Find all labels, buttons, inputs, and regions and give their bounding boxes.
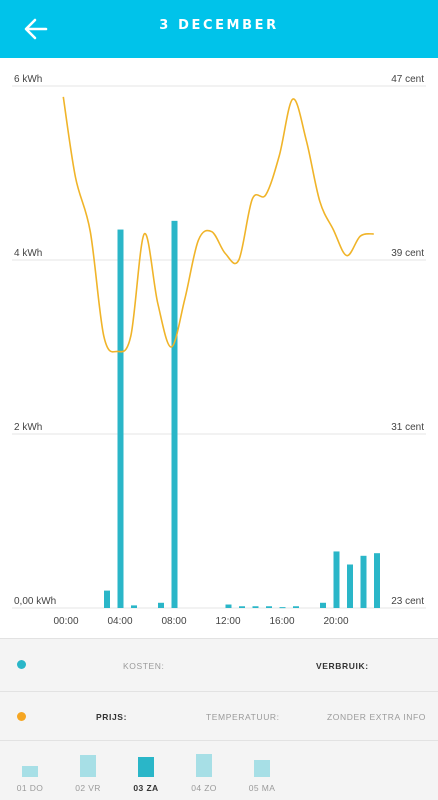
top-bar: 3 DECEMBER xyxy=(0,0,438,58)
y-left-tick-label: 0,00 kWh xyxy=(14,596,56,607)
arrow-left-icon[interactable] xyxy=(20,13,52,45)
day-label: 04 ZO xyxy=(191,783,217,793)
y-left-tick-label: 2 kWh xyxy=(14,422,42,433)
price-legend-dot xyxy=(17,712,26,721)
usage-bar xyxy=(266,606,272,608)
x-tick-label: 20:00 xyxy=(323,616,348,627)
chart-svg: 0,00 kWh 23 cent 2 kWh 31 cent 4 kWh 39 cent 6… xyxy=(12,74,426,627)
x-tick-label: 16:00 xyxy=(269,616,294,627)
legend-row-usage[interactable]: KOSTEN: VERBRUIK: xyxy=(0,638,438,691)
usage-bar xyxy=(225,604,232,608)
price-line xyxy=(62,96,374,353)
y-right-tick-label: 31 cent xyxy=(391,422,424,433)
energy-chart[interactable]: 0,00 kWh 23 cent 2 kWh 31 cent 4 kWh 39 cent 6… xyxy=(0,58,438,638)
legend-row-overlay[interactable]: PRIJS: TEMPERATUUR: ZONDER EXTRA INFO xyxy=(0,691,438,740)
y-right-tick-label: 23 cent xyxy=(391,596,424,607)
verbruik-option[interactable]: VERBRUIK: xyxy=(316,661,369,671)
temperatuur-option[interactable]: TEMPERATUUR: xyxy=(206,712,280,722)
x-tick-label: 08:00 xyxy=(161,616,186,627)
prijs-option[interactable]: PRIJS: xyxy=(96,712,127,722)
kosten-option[interactable]: KOSTEN: xyxy=(123,661,165,671)
day-tab-03[interactable]: 03 ZA xyxy=(121,741,171,800)
day-tab-01[interactable]: 01 DO xyxy=(5,741,55,800)
usage-bar xyxy=(104,590,110,608)
day-bar xyxy=(254,760,270,777)
usage-bar xyxy=(239,606,245,608)
x-tick-label: 04:00 xyxy=(107,616,132,627)
usage-bar xyxy=(171,220,178,608)
page-title: 3 DECEMBER xyxy=(159,18,279,33)
day-bar xyxy=(196,754,212,777)
usage-bar xyxy=(374,553,380,608)
x-tick-label: 00:00 xyxy=(53,616,78,627)
usage-bar xyxy=(333,551,340,608)
day-label: 05 MA xyxy=(248,783,276,793)
usage-bar xyxy=(360,555,367,608)
day-label: 01 DO xyxy=(16,783,44,793)
usage-bar xyxy=(158,602,164,608)
day-bar xyxy=(22,766,38,777)
day-tab-04[interactable]: 04 ZO xyxy=(179,741,229,800)
day-bar xyxy=(138,757,154,777)
y-right-tick-label: 39 cent xyxy=(391,248,424,259)
usage-bar xyxy=(117,229,124,609)
zonder-extra-info-option[interactable]: ZONDER EXTRA INFO xyxy=(327,712,426,722)
day-label: 03 ZA xyxy=(133,783,159,793)
usage-legend-dot xyxy=(17,660,26,669)
day-tab-02[interactable]: 02 VR xyxy=(63,741,113,800)
day-bar xyxy=(80,755,96,777)
day-label: 02 VR xyxy=(75,783,101,793)
y-right-tick-label: 47 cent xyxy=(391,74,424,85)
y-left-tick-label: 4 kWh xyxy=(14,248,42,259)
day-selector: 01 DO 02 VR 03 ZA 04 ZO 05 MA xyxy=(0,740,438,800)
usage-bar xyxy=(320,602,326,608)
usage-bar xyxy=(279,607,286,609)
usage-bar xyxy=(131,605,137,608)
usage-bar xyxy=(293,606,299,608)
usage-bar xyxy=(347,564,353,608)
y-left-tick-label: 6 kWh xyxy=(14,74,42,85)
usage-bar xyxy=(252,606,259,608)
day-tab-05[interactable]: 05 MA xyxy=(237,741,287,800)
x-tick-label: 12:00 xyxy=(215,616,240,627)
